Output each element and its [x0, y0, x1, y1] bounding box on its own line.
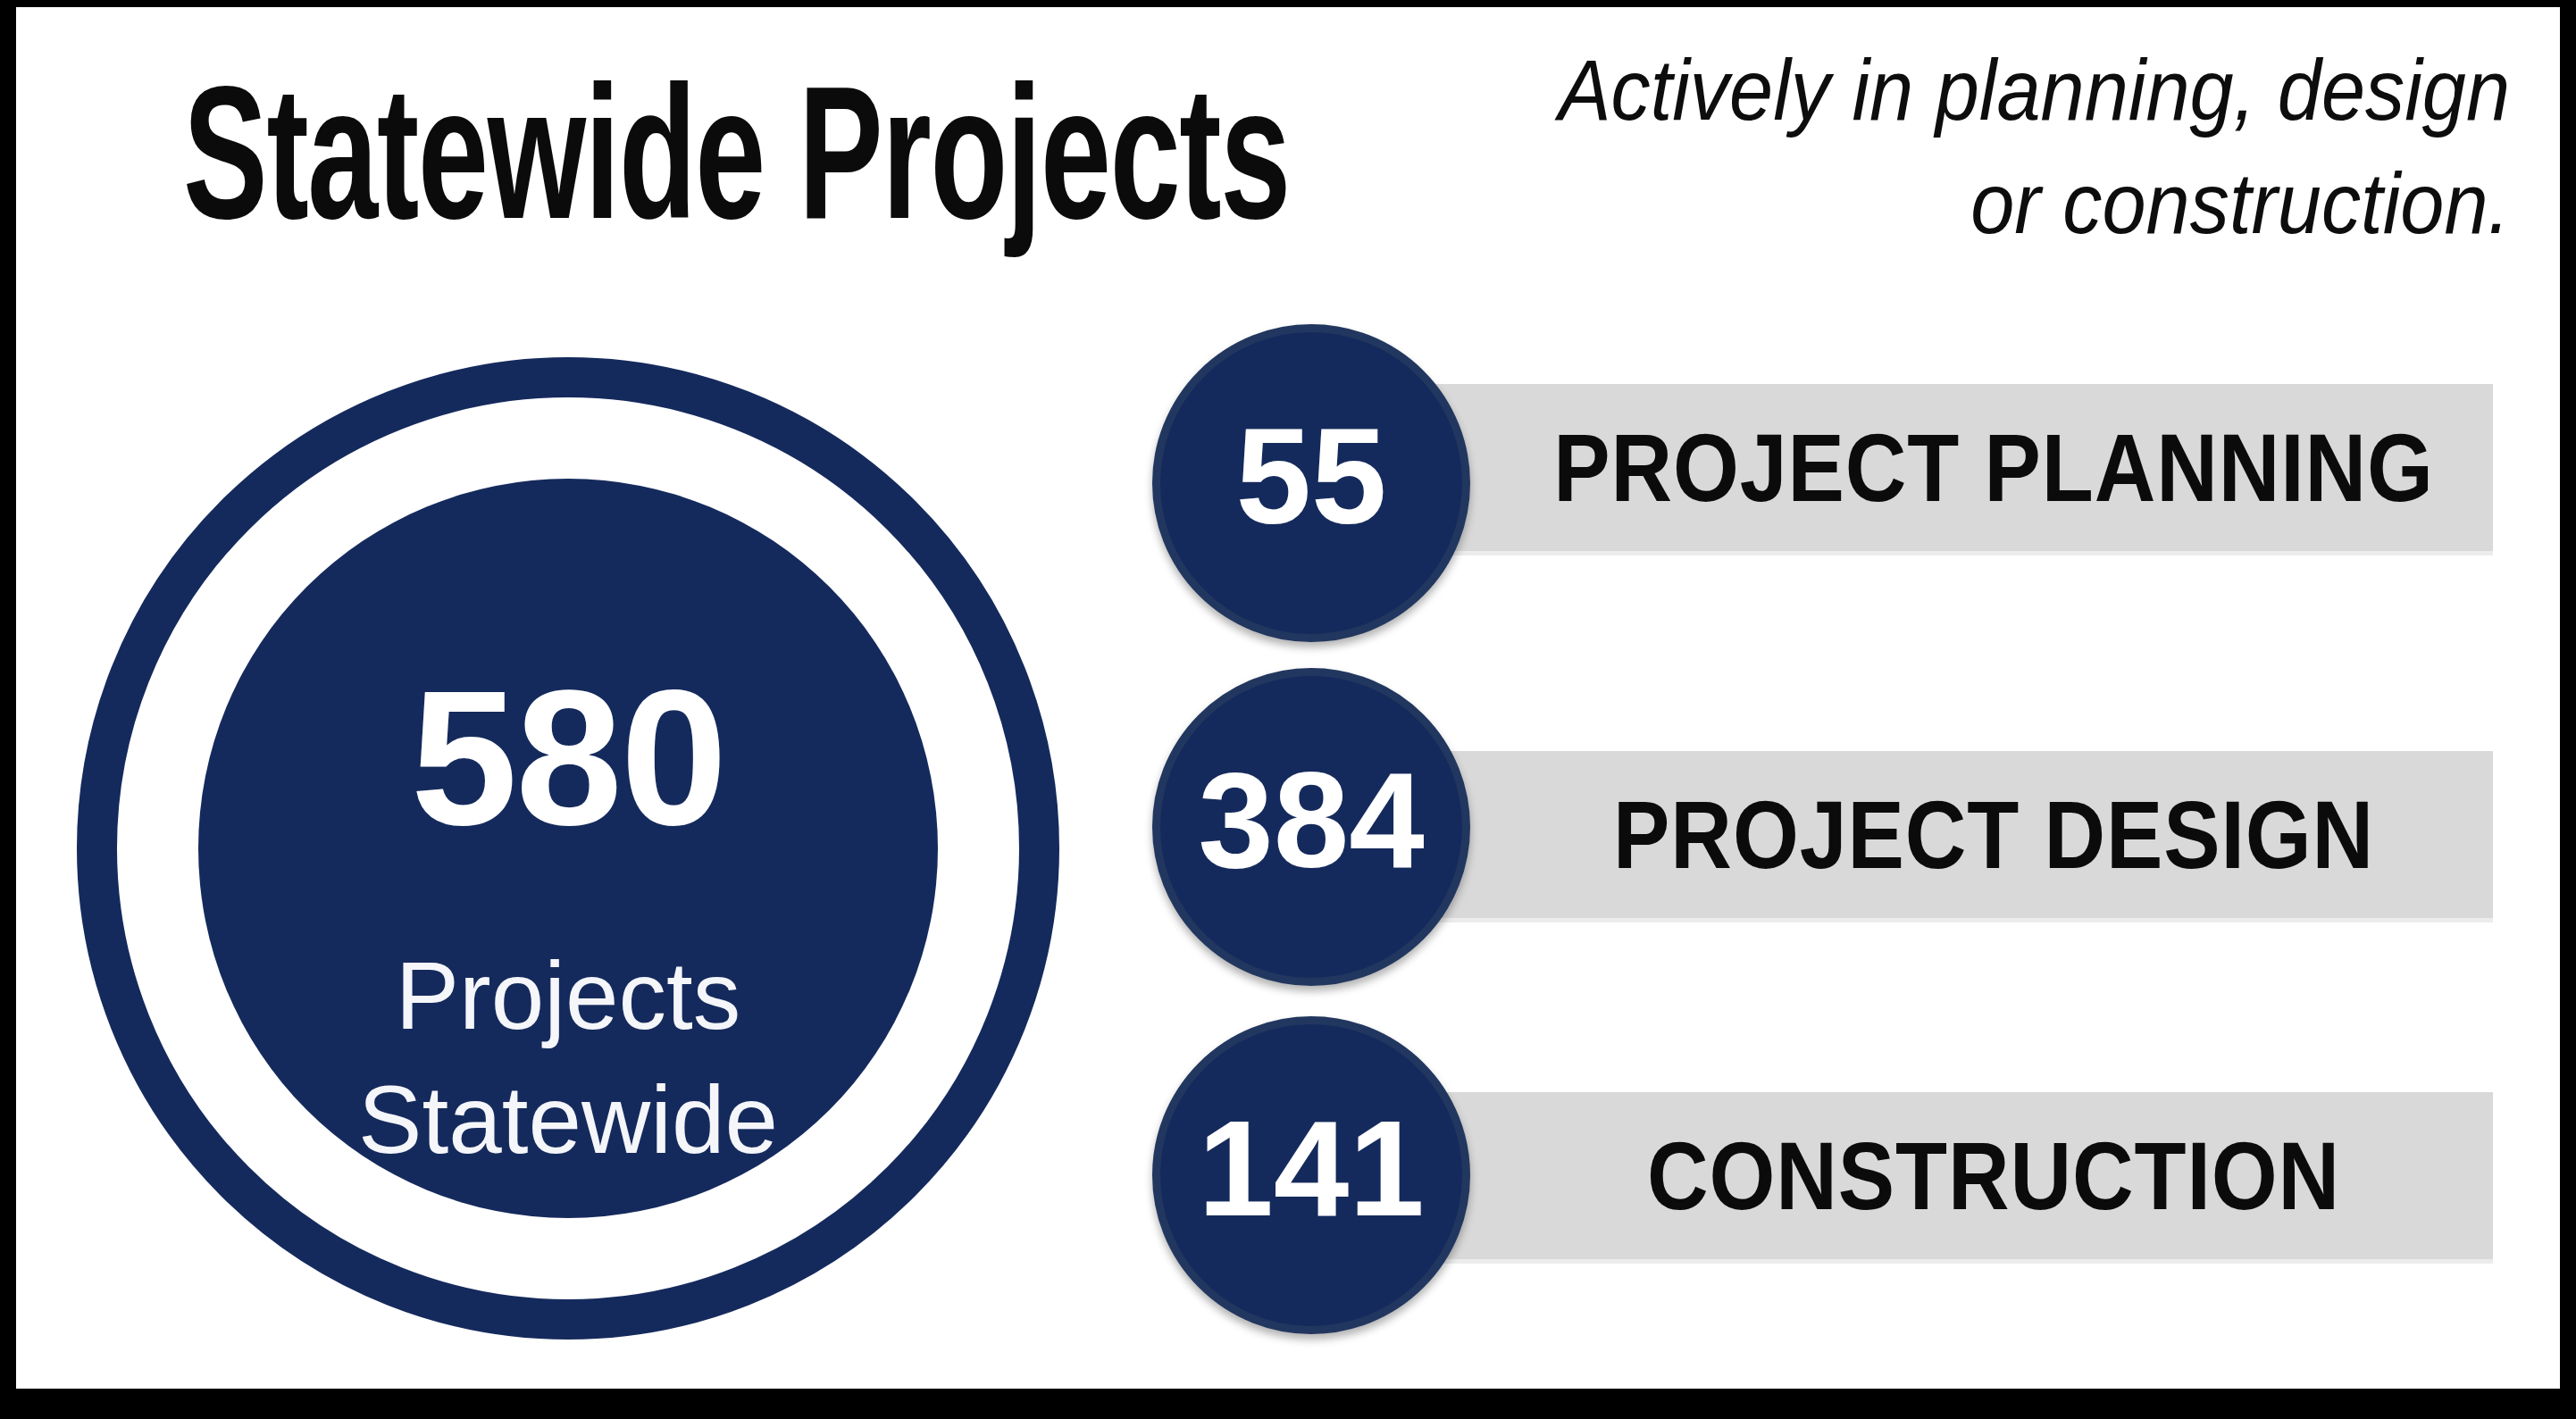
statewide-projects-infographic: Statewide Projects Actively in planning,…	[0, 0, 2576, 1419]
total-label-line-2: Statewide	[358, 1058, 778, 1182]
total-circle: 580 Projects Statewide	[198, 479, 938, 1218]
stage-circle-project-planning: 55	[1152, 324, 1470, 642]
total-label-line-1: Projects	[358, 934, 778, 1058]
stage-circle-project-design: 384	[1152, 668, 1470, 986]
subtitle-line-1: Actively in planning, design	[1559, 34, 2510, 147]
stage-label-project-planning: PROJECT PLANNING	[1553, 412, 2434, 523]
stage-value-construction: 141	[1198, 1100, 1425, 1236]
stage-bar-project-design: PROJECT DESIGN	[1432, 751, 2493, 922]
page-title: Statewide Projects	[183, 54, 1290, 253]
stage-bar-project-planning: PROJECT PLANNING	[1432, 384, 2493, 555]
total-projects-label: Projects Statewide	[358, 934, 778, 1182]
subtitle: Actively in planning, design or construc…	[1559, 34, 2510, 260]
total-projects-value: 580	[411, 662, 726, 854]
stage-value-project-planning: 55	[1235, 408, 1386, 544]
stage-label-project-design: PROJECT DESIGN	[1613, 779, 2374, 890]
stage-label-construction: CONSTRUCTION	[1647, 1120, 2340, 1231]
stage-bar-construction: CONSTRUCTION	[1432, 1092, 2493, 1264]
stage-circle-construction: 141	[1152, 1016, 1470, 1334]
subtitle-line-2: or construction.	[1559, 147, 2510, 261]
stage-value-project-design: 384	[1198, 752, 1425, 888]
